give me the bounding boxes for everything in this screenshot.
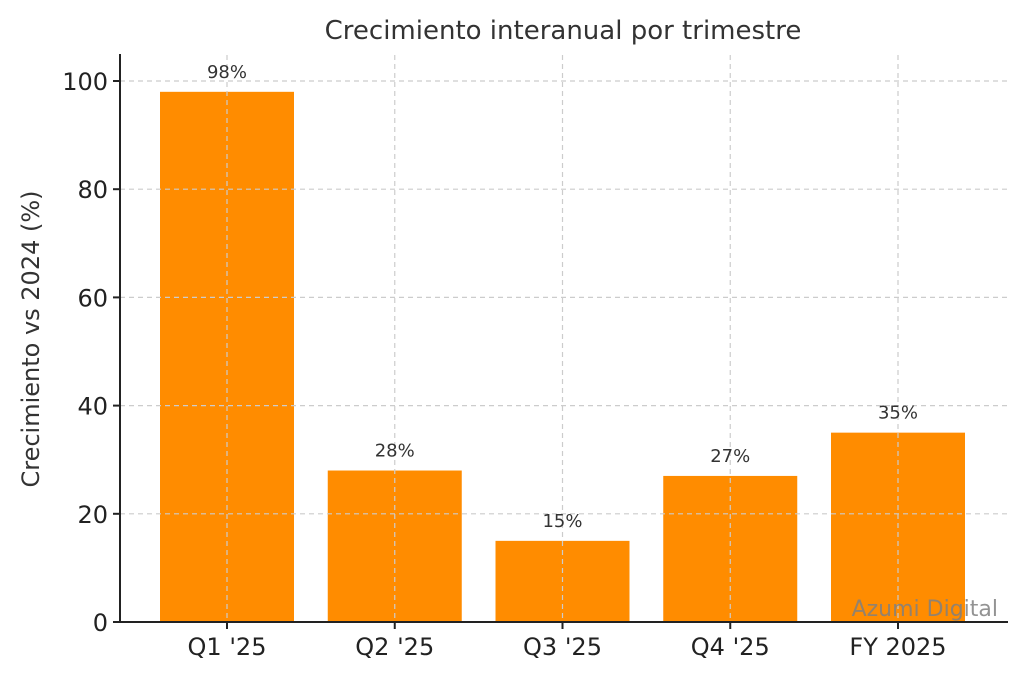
x-tick-label: Q1 '25 bbox=[188, 633, 267, 661]
x-tick-label: Q2 '25 bbox=[355, 633, 434, 661]
data-label: 28% bbox=[375, 441, 415, 462]
data-label: 27% bbox=[710, 446, 750, 467]
x-tick-label: Q4 '25 bbox=[691, 633, 770, 661]
y-axis-label: Crecimiento vs 2024 (%) bbox=[17, 190, 45, 487]
y-tick-label: 100 bbox=[62, 68, 108, 96]
data-label: 15% bbox=[542, 511, 582, 532]
y-tick-label: 0 bbox=[93, 609, 108, 637]
x-tick-label: Q3 '25 bbox=[523, 633, 602, 661]
x-tick-label: FY 2025 bbox=[849, 633, 946, 661]
y-tick-label: 20 bbox=[77, 501, 108, 529]
data-label: 98% bbox=[207, 62, 247, 83]
watermark: Azumi Digital bbox=[852, 597, 998, 622]
gridlines bbox=[120, 55, 1007, 622]
data-label: 35% bbox=[878, 403, 918, 424]
chart-title: Crecimiento interanual por trimestre bbox=[325, 16, 802, 46]
y-axis-ticks: 0 20 40 60 80 100 bbox=[62, 68, 120, 637]
y-tick-label: 60 bbox=[77, 284, 108, 312]
y-tick-label: 40 bbox=[77, 393, 108, 421]
y-tick-label: 80 bbox=[77, 176, 108, 204]
x-axis-ticks: Q1 '25 Q2 '25 Q3 '25 Q4 '25 FY 2025 bbox=[188, 622, 947, 661]
data-labels: 98% 28% 15% 27% 35% bbox=[207, 62, 918, 532]
